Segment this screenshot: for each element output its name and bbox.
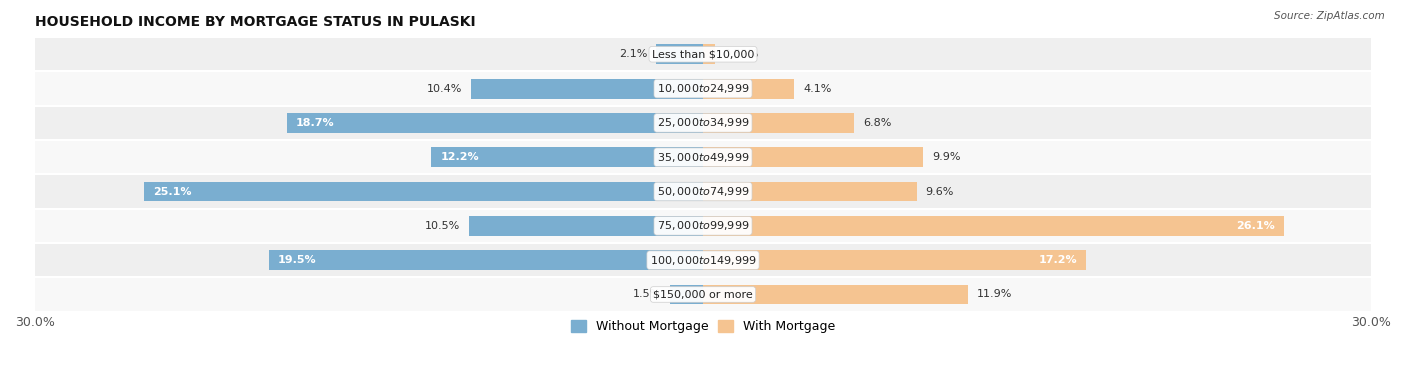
Bar	[269, 250, 703, 270]
Bar	[703, 147, 924, 167]
Bar	[703, 79, 794, 99]
Bar	[35, 243, 1371, 277]
Bar	[703, 181, 917, 201]
Text: 12.2%: 12.2%	[440, 152, 479, 162]
Text: 9.6%: 9.6%	[925, 186, 955, 197]
Text: Less than $10,000: Less than $10,000	[652, 49, 754, 59]
Text: $25,000 to $34,999: $25,000 to $34,999	[657, 116, 749, 129]
Text: 11.9%: 11.9%	[977, 290, 1012, 299]
Text: 9.9%: 9.9%	[932, 152, 960, 162]
Text: 26.1%: 26.1%	[1236, 221, 1275, 231]
Text: 19.5%: 19.5%	[277, 255, 316, 265]
Bar	[35, 71, 1371, 106]
Text: $100,000 to $149,999: $100,000 to $149,999	[650, 254, 756, 266]
Text: $50,000 to $74,999: $50,000 to $74,999	[657, 185, 749, 198]
Bar	[703, 250, 1085, 270]
Text: 1.5%: 1.5%	[633, 290, 661, 299]
Text: HOUSEHOLD INCOME BY MORTGAGE STATUS IN PULASKI: HOUSEHOLD INCOME BY MORTGAGE STATUS IN P…	[35, 15, 475, 29]
Bar	[287, 113, 703, 133]
Text: 6.8%: 6.8%	[863, 118, 891, 128]
Text: 10.4%: 10.4%	[427, 84, 463, 94]
Bar	[35, 209, 1371, 243]
Bar	[35, 277, 1371, 311]
Legend: Without Mortgage, With Mortgage: Without Mortgage, With Mortgage	[565, 315, 841, 338]
Bar	[669, 285, 703, 304]
Text: Source: ZipAtlas.com: Source: ZipAtlas.com	[1274, 11, 1385, 21]
Text: 2.1%: 2.1%	[619, 49, 647, 59]
Bar	[703, 44, 714, 64]
Bar	[470, 216, 703, 236]
Text: 25.1%: 25.1%	[153, 186, 191, 197]
Bar	[703, 113, 855, 133]
Bar	[703, 285, 967, 304]
Bar	[471, 79, 703, 99]
Text: 0.52%: 0.52%	[724, 49, 759, 59]
Text: 4.1%: 4.1%	[803, 84, 831, 94]
Text: $10,000 to $24,999: $10,000 to $24,999	[657, 82, 749, 95]
Text: 17.2%: 17.2%	[1039, 255, 1077, 265]
Bar	[432, 147, 703, 167]
Text: 18.7%: 18.7%	[295, 118, 335, 128]
Bar	[35, 37, 1371, 71]
Bar	[35, 174, 1371, 209]
Text: 10.5%: 10.5%	[425, 221, 460, 231]
Bar	[657, 44, 703, 64]
Text: $150,000 or more: $150,000 or more	[654, 290, 752, 299]
Bar	[143, 181, 703, 201]
Text: $35,000 to $49,999: $35,000 to $49,999	[657, 151, 749, 164]
Bar	[35, 140, 1371, 174]
Bar	[703, 216, 1284, 236]
Text: $75,000 to $99,999: $75,000 to $99,999	[657, 219, 749, 232]
Bar	[35, 106, 1371, 140]
